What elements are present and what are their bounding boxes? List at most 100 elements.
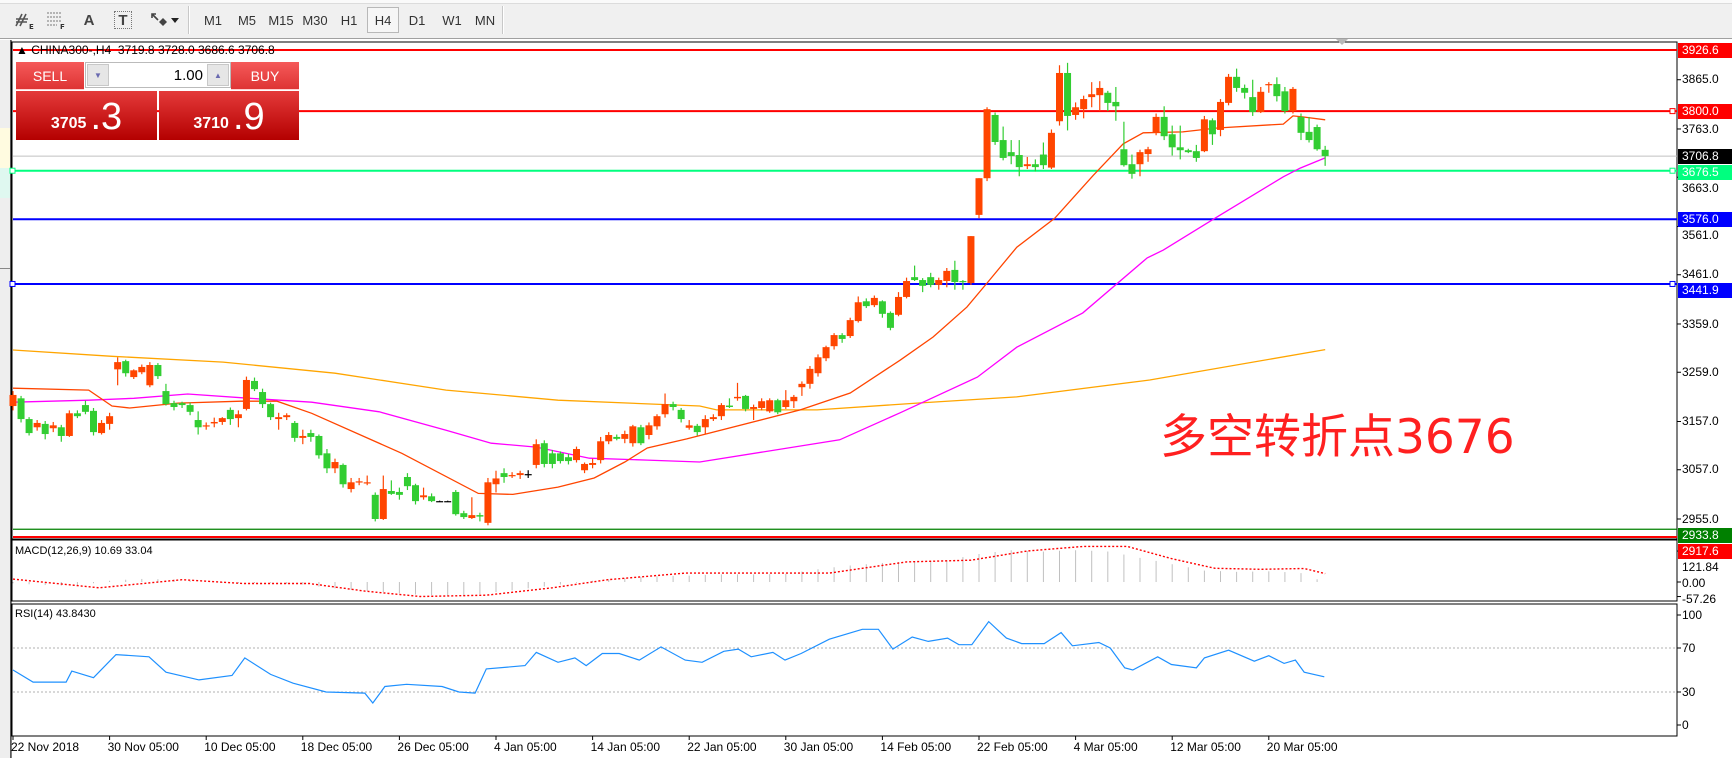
candle-body	[1136, 152, 1144, 165]
candle	[605, 432, 613, 445]
candle-body	[782, 400, 790, 408]
candle-body	[999, 140, 1007, 158]
candle	[581, 462, 589, 474]
candle	[1176, 125, 1184, 160]
candle	[556, 451, 564, 464]
sell-price-button[interactable]: 3705 .3	[16, 91, 157, 140]
candle	[331, 458, 339, 474]
candle	[999, 126, 1007, 161]
candle-body	[685, 425, 693, 428]
candle-body	[1056, 72, 1063, 122]
candle	[1168, 125, 1176, 156]
lot-decrease-button[interactable]: ▼	[87, 64, 109, 86]
candle-body	[323, 453, 331, 469]
svg-text:F: F	[60, 23, 65, 30]
candle-body	[476, 515, 484, 517]
candle-body	[597, 441, 605, 461]
timeframe-h4[interactable]: H4	[367, 7, 399, 33]
candle-body	[267, 404, 275, 418]
timeframe-m15[interactable]: M15	[268, 12, 294, 28]
grid-e-icon[interactable]: E	[12, 9, 38, 31]
candle	[548, 449, 556, 469]
candle-body	[991, 114, 999, 143]
candle-body	[1281, 91, 1289, 112]
chart-annotation-text[interactable]: 多空转折点3676	[1160, 410, 1515, 465]
candle-body	[661, 404, 669, 415]
text-a-icon[interactable]: A	[83, 11, 95, 29]
price-level-tag: 3706.8	[1678, 148, 1732, 164]
candle-body	[911, 277, 919, 281]
candle	[734, 382, 741, 401]
timeframe-w1[interactable]: W1	[442, 12, 462, 28]
sell-button[interactable]: SELL	[16, 62, 84, 90]
timeframe-m5[interactable]: M5	[237, 12, 257, 28]
candle-body	[806, 368, 814, 384]
candle-body	[1321, 149, 1329, 157]
candle-body	[1023, 164, 1031, 167]
candle	[162, 383, 170, 406]
candle-body	[1200, 119, 1208, 152]
candle	[138, 364, 146, 375]
text-label-t-icon[interactable]: T	[114, 11, 132, 29]
candle-body	[725, 405, 733, 408]
candle-body	[444, 501, 452, 503]
buy-price-fraction: .9	[232, 96, 265, 138]
rsi-axis-label: 0	[1682, 717, 1689, 732]
candle	[460, 510, 468, 519]
candle-body	[355, 481, 363, 483]
candle-body	[9, 394, 17, 407]
period-separator-f-icon[interactable]: F	[43, 9, 69, 31]
candle-body	[178, 403, 186, 406]
candle-body	[540, 443, 548, 464]
candle	[991, 112, 999, 145]
candle	[919, 278, 927, 293]
candle	[742, 394, 750, 412]
candle	[967, 236, 975, 285]
candle-body	[106, 416, 114, 424]
candle	[637, 424, 645, 446]
lot-size-input[interactable]	[109, 64, 207, 86]
candle-body	[436, 501, 444, 503]
candle-body	[170, 403, 178, 408]
candle-body	[895, 296, 902, 315]
candle	[25, 417, 33, 436]
candle-body	[1265, 84, 1273, 86]
timeframe-h1[interactable]: H1	[340, 12, 358, 28]
candle-body	[1192, 151, 1200, 158]
candle-body	[830, 335, 838, 347]
chart-shift-marker[interactable]	[1336, 39, 1348, 45]
candle	[1039, 142, 1047, 170]
candle-body	[927, 277, 935, 285]
candle	[1233, 68, 1241, 92]
candle	[935, 277, 943, 290]
buy-price-button[interactable]: 3710 .9	[159, 91, 299, 140]
timeframe-d1[interactable]: D1	[408, 12, 426, 28]
candle-body	[234, 414, 242, 419]
candle	[1031, 159, 1039, 172]
time-axis-label: 22 Feb 05:00	[977, 740, 1048, 754]
timeframe-m1[interactable]: M1	[203, 12, 223, 28]
buy-button[interactable]: BUY	[231, 62, 299, 90]
candle-body	[1088, 94, 1096, 98]
candle-body	[226, 409, 234, 420]
candle	[597, 436, 605, 464]
candle	[516, 470, 524, 479]
candle	[943, 267, 951, 288]
candle	[709, 414, 717, 422]
candle-body	[1160, 116, 1168, 137]
lot-increase-button[interactable]: ▲	[207, 64, 229, 86]
candle	[653, 414, 661, 430]
candle-body	[516, 473, 524, 476]
candle	[806, 365, 814, 389]
timeframe-mn[interactable]: MN	[474, 12, 496, 28]
candle-body	[25, 419, 33, 434]
price-tick-label: 3057.0	[1682, 462, 1719, 477]
candle-body	[1039, 154, 1047, 166]
price-tick-label: 2955.0	[1682, 511, 1719, 526]
candle	[146, 362, 154, 388]
candle-body	[138, 366, 146, 373]
candle-body	[943, 270, 951, 282]
timeframe-m30[interactable]: M30	[302, 12, 328, 28]
arrows-dropdown-icon[interactable]	[148, 9, 182, 31]
candle	[862, 298, 870, 309]
